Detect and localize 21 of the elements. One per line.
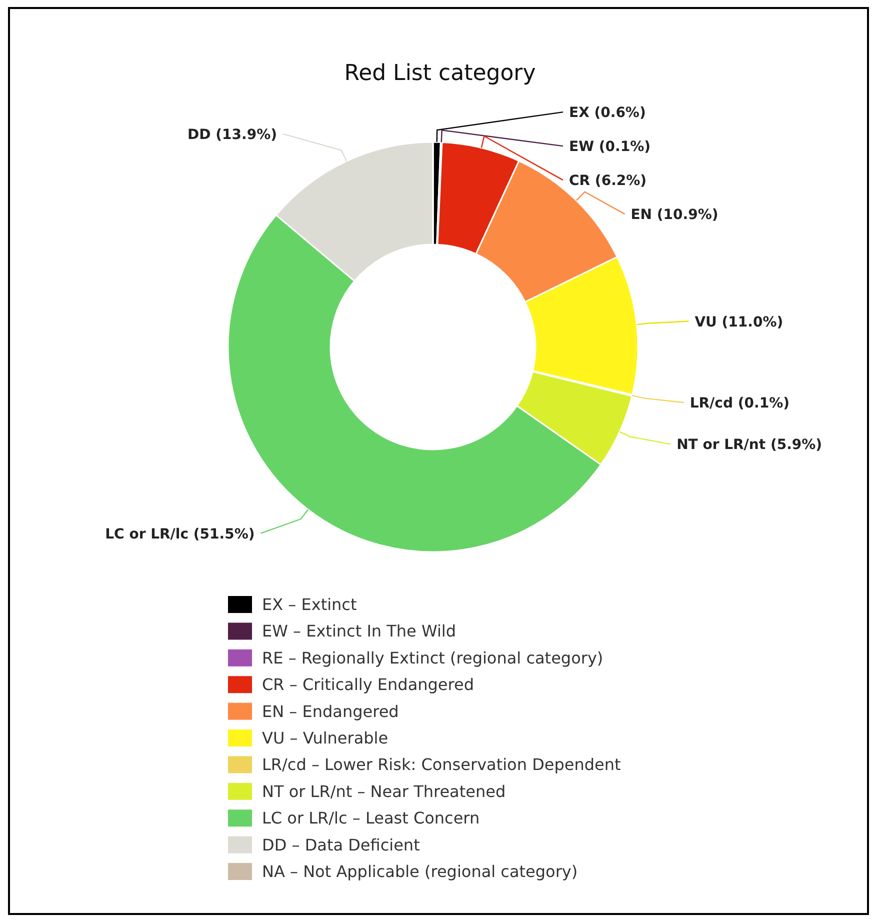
legend-label: NA – Not Applicable (regional category) bbox=[262, 862, 578, 881]
data-label: EX (0.6%) bbox=[569, 105, 646, 122]
legend-label: RE – Regionally Extinct (regional category) bbox=[262, 648, 604, 668]
data-label: LR/cd (0.1%) bbox=[690, 395, 790, 412]
data-label: NT or LR/nt (5.9%) bbox=[676, 437, 822, 454]
data-label: EN (10.9%) bbox=[630, 207, 718, 224]
legend-label: LC or LR/lc – Least Concern bbox=[262, 808, 480, 828]
legend-label: EN – Endangered bbox=[262, 702, 399, 721]
legend-label: DD – Data Deficient bbox=[262, 835, 420, 854]
data-label: DD (13.9%) bbox=[188, 126, 277, 143]
legend-label: EX – Extinct bbox=[262, 595, 357, 614]
legend-label: NT or LR/nt – Near Threatened bbox=[262, 782, 506, 801]
data-label: CR (6.2%) bbox=[569, 173, 647, 190]
chart-title: Red List category bbox=[344, 61, 536, 86]
legend-label: EW – Extinct In The Wild bbox=[262, 622, 456, 641]
legend-label: CR – Critically Endangered bbox=[262, 675, 474, 694]
legend-label: LR/cd – Lower Risk: Conservation Dependent bbox=[262, 755, 621, 774]
legend-label: VU – Vulnerable bbox=[262, 728, 388, 748]
data-label: LC or LR/lc (51.5%) bbox=[105, 526, 255, 542]
data-label: VU (11.0%) bbox=[694, 314, 784, 330]
data-label: EW (0.1%) bbox=[569, 139, 651, 156]
